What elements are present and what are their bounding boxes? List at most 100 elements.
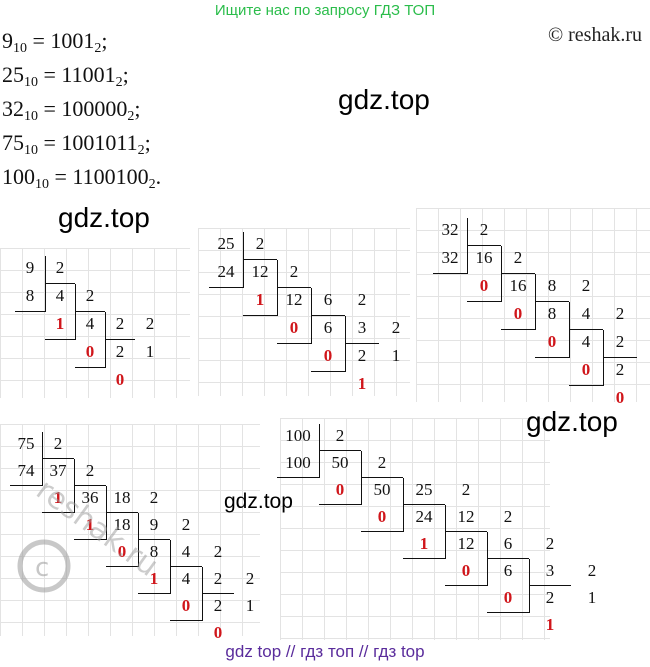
division-underline <box>467 301 501 302</box>
division-underline <box>277 343 311 344</box>
equation-base: 10 <box>24 143 38 158</box>
division-cell: 0 <box>479 276 489 295</box>
division-cell: 2 <box>615 360 625 379</box>
division-bracket <box>243 259 277 260</box>
division-cell: 1 <box>637 360 650 380</box>
division-cell: 2 <box>377 453 387 472</box>
division-underline <box>319 504 361 505</box>
division-cell: 75 <box>17 434 35 453</box>
division-underline <box>501 329 535 330</box>
division-cell: 2 <box>357 290 367 309</box>
division-cell: 4 <box>181 569 191 588</box>
division-cell: 4 <box>55 286 65 305</box>
equation-punct: ; <box>122 62 129 87</box>
division-cell: 12 <box>285 290 303 309</box>
division-100: 100 2 100 50 2 0 50 25 2 0 24 12 2 1 12 6 2 0 6 3 2 0 2 1 1 <box>277 418 596 640</box>
division-32: 3223216201682084204220210 <box>416 208 650 407</box>
division-bracket <box>361 451 362 505</box>
division-cell: 4 <box>85 314 95 333</box>
division-bracket <box>311 288 312 344</box>
division-bracket <box>105 312 106 368</box>
division-bracket <box>501 246 502 302</box>
equation-decimal: 9 <box>2 28 13 53</box>
division-cell: 4 <box>581 332 591 351</box>
division-cell: 2 <box>461 480 471 499</box>
watermark-gdz: gdz.top <box>526 406 618 437</box>
division-bracket <box>319 450 361 451</box>
division-cell: 1 <box>255 290 265 309</box>
division-cell: 50 <box>373 480 391 499</box>
division-25: 25 2 24 12 2 1 12 6 2 0 6 3 2 0 2 1 1 <box>198 228 410 396</box>
footer-links: gdz top // гдз топ // гдз top <box>225 642 425 661</box>
division-underline <box>311 371 345 372</box>
division-underline <box>209 287 243 288</box>
division-cell: 12 <box>457 534 475 553</box>
division-bracket <box>361 477 403 478</box>
division-cell: 1 <box>357 374 367 393</box>
division-underline <box>75 367 105 368</box>
division-cell: 9 <box>149 515 159 534</box>
division-bracket <box>487 532 488 586</box>
division-cell: 18 <box>113 515 131 534</box>
division-cell: 32 <box>441 248 459 267</box>
division-cell: 6 <box>323 318 333 337</box>
division-underline <box>403 558 445 559</box>
division-bracket <box>345 343 379 344</box>
division-cell: 2 <box>53 434 63 453</box>
division-cell: 0 <box>615 388 625 407</box>
division-cell: 2 <box>637 332 650 352</box>
division-bracket <box>74 485 106 486</box>
division-cell: 0 <box>513 304 523 323</box>
division-cell: 2 <box>213 542 223 561</box>
division-cell: 24 <box>415 507 433 526</box>
division-cell: 1 <box>53 488 63 507</box>
division-cell: 0 <box>335 480 345 499</box>
equation-punct: ; <box>134 96 141 121</box>
equation-base: 2 <box>137 143 145 158</box>
equation-base: 10 <box>35 177 49 192</box>
division-bracket <box>603 357 637 358</box>
division-underline <box>487 612 529 613</box>
equation-base: 10 <box>13 41 27 56</box>
division-cell: 12 <box>457 507 475 526</box>
division-cell: 0 <box>323 346 333 365</box>
division-bracket <box>45 283 75 284</box>
division-cell: 37 <box>49 461 67 480</box>
division-bracket <box>277 287 311 288</box>
division-bracket <box>170 540 171 594</box>
division-cell: 9 <box>25 258 35 277</box>
division-cell: 2 <box>615 304 625 323</box>
division-bracket <box>138 539 170 540</box>
division-underline <box>243 315 277 316</box>
division-cell: 0 <box>213 623 223 642</box>
division-cell: 2 <box>335 426 345 445</box>
division-bracket <box>277 260 278 316</box>
division-cell: 8 <box>149 542 159 561</box>
division-cell: 0 <box>289 318 299 337</box>
division-underline <box>74 539 106 540</box>
division-bracket <box>75 284 76 340</box>
equation-9: 910 = 10012; <box>2 28 108 56</box>
division-cell: 2 <box>545 588 555 607</box>
division-cell: 50 <box>331 453 349 472</box>
division-bracket <box>243 232 244 288</box>
division-cell: 2 <box>255 234 265 253</box>
division-cell: 2 <box>513 248 523 267</box>
division-cell: 24 <box>217 262 235 281</box>
division-cell: 2 <box>115 342 125 361</box>
division-bracket <box>603 330 604 386</box>
division-cell: 2 <box>115 314 125 333</box>
division-cell: 1 <box>145 342 155 361</box>
division-cell: 0 <box>181 596 191 615</box>
division-cell: 0 <box>547 332 557 351</box>
division-cell: 1 <box>587 588 597 607</box>
division-bracket <box>345 316 346 372</box>
search-banner: Ищите нас по запросу ГДЗ ТОП <box>214 2 436 19</box>
equation-base: 10 <box>24 109 38 124</box>
division-cell: 2 <box>85 286 95 305</box>
division-cell: 2 <box>357 346 367 365</box>
equation-binary: 1001 <box>50 28 95 53</box>
division-cell: 2 <box>85 461 95 480</box>
division-cell: 0 <box>117 542 127 561</box>
division-cell: 2 <box>55 258 65 277</box>
